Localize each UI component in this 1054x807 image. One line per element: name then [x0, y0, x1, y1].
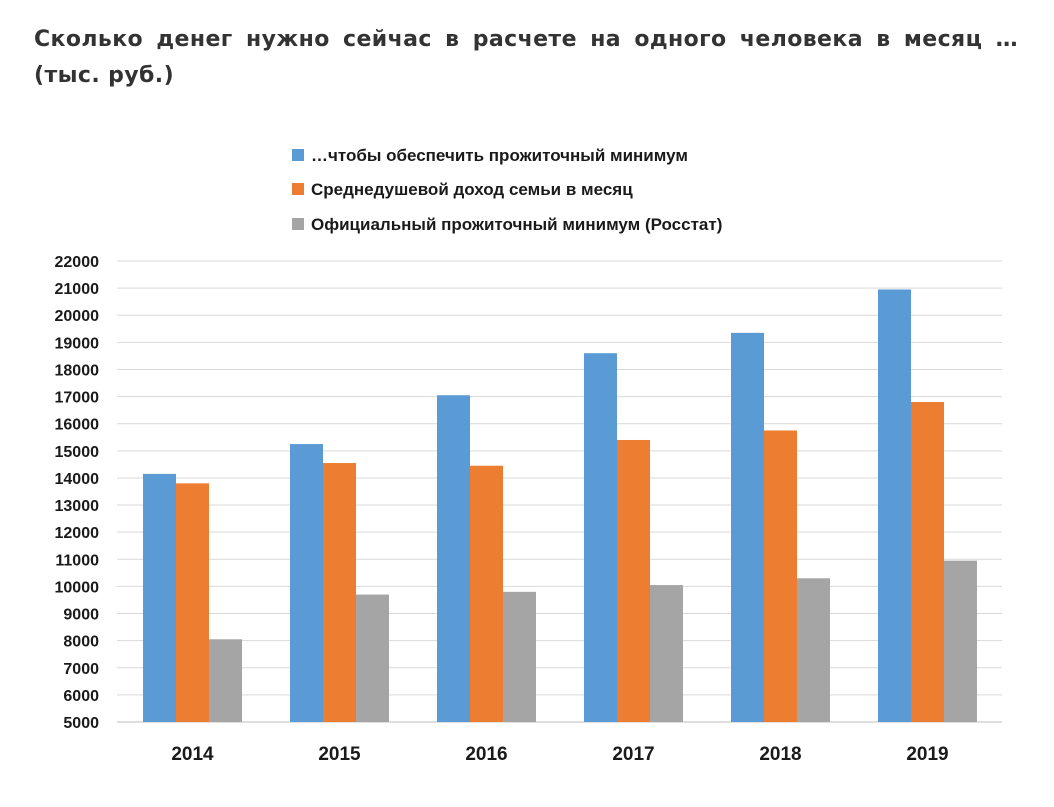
chart-gridlines: [117, 260, 1002, 723]
legend-item: Официальный прожиточный минимум (Росстат…: [292, 215, 722, 234]
bar: [143, 473, 176, 722]
y-tick-label: 13000: [55, 498, 100, 515]
bar: [584, 353, 617, 722]
bar: [437, 395, 470, 722]
legend-swatch: [292, 149, 304, 161]
bar-group-2015: [290, 444, 389, 722]
x-tick-label: 2019: [906, 744, 948, 765]
bar: [356, 594, 389, 722]
y-tick-label: 18000: [55, 362, 100, 379]
y-tick-label: 12000: [55, 525, 100, 542]
bar: [290, 444, 323, 722]
bar: [731, 332, 764, 722]
x-tick-label: 2017: [612, 744, 654, 765]
y-tick-label: 16000: [55, 417, 100, 434]
legend-swatch: [292, 183, 304, 195]
bar: [911, 402, 944, 722]
bar: [323, 463, 356, 722]
y-tick-label: 5000: [63, 715, 99, 732]
y-tick-label: 9000: [63, 607, 99, 624]
legend-swatch: [292, 218, 304, 230]
x-tick-label: 2016: [465, 744, 507, 765]
page-title: Сколько денег нужно сейчас в расчете на …: [34, 27, 1018, 88]
chart-legend: …чтобы обеспечить прожиточный минимум Сре…: [292, 146, 722, 234]
bar: [944, 560, 977, 722]
y-tick-label: 19000: [55, 335, 100, 352]
bar: [797, 578, 830, 722]
x-axis: 2014 2015 2016 2017 2018 2019: [171, 744, 948, 765]
legend-item: …чтобы обеспечить прожиточный минимум: [292, 146, 688, 165]
legend-label: …чтобы обеспечить прожиточный минимум: [311, 146, 688, 165]
y-axis: 5000 6000 7000 8000 9000 10000 11000 12000 13000…: [55, 254, 100, 732]
bar: [209, 639, 242, 722]
x-tick-label: 2014: [171, 744, 214, 765]
legend-label: Официальный прожиточный минимум (Росстат…: [311, 215, 722, 234]
bar: [470, 465, 503, 722]
y-tick-label: 21000: [55, 281, 100, 298]
bar: [176, 483, 209, 722]
legend-label: Среднедушевой доход семьи в месяц: [311, 180, 633, 199]
y-tick-label: 10000: [55, 579, 100, 596]
y-tick-label: 20000: [55, 308, 100, 325]
y-tick-label: 22000: [55, 254, 100, 271]
chart-bars: [143, 289, 977, 722]
y-tick-label: 11000: [55, 552, 99, 569]
bar: [764, 430, 797, 722]
y-tick-label: 15000: [55, 444, 100, 461]
y-tick-label: 14000: [55, 471, 100, 488]
bar: [503, 591, 536, 722]
y-tick-label: 6000: [63, 688, 99, 705]
bar: [617, 439, 650, 722]
bar-group-2019: [878, 289, 977, 722]
legend-item: Среднедушевой доход семьи в месяц: [292, 180, 633, 199]
x-tick-label: 2018: [759, 744, 801, 765]
bar: [650, 585, 683, 722]
bar-group-2017: [584, 353, 683, 722]
bar: [878, 289, 911, 722]
bar-group-2016: [437, 395, 536, 722]
y-tick-label: 17000: [55, 390, 100, 407]
bar-group-2014: [143, 473, 242, 722]
y-tick-label: 7000: [63, 661, 99, 678]
y-tick-label: 8000: [63, 634, 99, 651]
bar-group-2018: [731, 332, 830, 722]
x-tick-label: 2015: [318, 744, 361, 765]
